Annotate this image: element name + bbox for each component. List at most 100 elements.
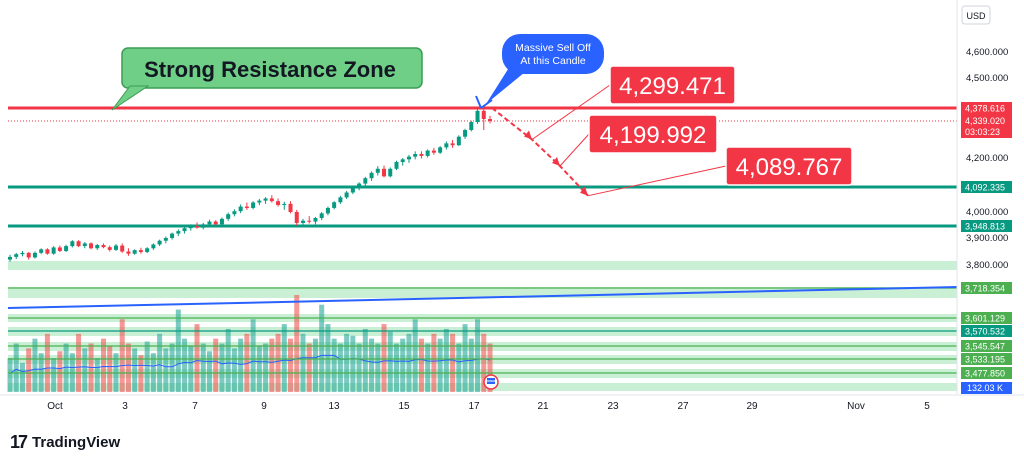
volume-bar (306, 343, 312, 392)
price-tag-3 (961, 282, 1012, 294)
volume-bar (101, 338, 107, 392)
target-label-1: 4,199.992 (600, 122, 707, 149)
event-flag-icon (483, 374, 499, 390)
candle-body (488, 119, 492, 122)
x-tick-label: 27 (677, 401, 689, 412)
volume-bar (281, 324, 287, 392)
candle-body (357, 183, 362, 188)
candle-body (95, 245, 100, 249)
target-leader-2 (587, 165, 727, 197)
price-tag-text-6: 3,545.547 (965, 342, 1005, 352)
candle-body (419, 154, 424, 156)
zone-band-1 (8, 287, 957, 298)
candle-body (300, 220, 305, 223)
target-box-0 (609, 65, 736, 105)
volume-bar (125, 343, 131, 392)
y-tick-label: 3,800.000 (966, 260, 1008, 271)
volume-bar (431, 333, 437, 392)
candle-body (32, 252, 37, 258)
volume-bar (244, 333, 250, 392)
price-tag-text-1: 4,092.335 (965, 183, 1005, 193)
volume-bar (319, 304, 325, 392)
price-tag-text-0: 4,378.616 (965, 104, 1005, 114)
candle-body (450, 143, 455, 146)
y-tick-label: 4,500.000 (966, 73, 1008, 84)
candle-body (307, 220, 312, 222)
volume-bar (344, 333, 350, 392)
price-tag-text-4: 3,601.129 (965, 314, 1005, 324)
currency-label: USD (966, 11, 986, 21)
candle-body (26, 252, 31, 258)
volume-bar (163, 348, 169, 392)
candle-body (45, 249, 50, 254)
current-price-tag-text: 4,339.020 (965, 116, 1005, 126)
candle-body (232, 211, 237, 215)
volume-bar (188, 345, 194, 392)
price-tag-4 (961, 312, 1012, 324)
candle-body (107, 247, 112, 250)
volume-tag-text: 132.03 K (967, 383, 1003, 393)
candle-body (113, 245, 118, 250)
volume-bar (200, 343, 206, 392)
candle-body (313, 218, 318, 222)
volume-bar (300, 333, 306, 392)
volume-ma-line (9, 354, 491, 374)
candle-body (444, 143, 449, 148)
volume-bar (107, 345, 113, 392)
volume-bar (225, 328, 231, 392)
candle-body (188, 226, 193, 229)
volume-bar (381, 324, 387, 392)
candle-body (375, 168, 380, 173)
y-tick-label: 3,900.000 (966, 233, 1008, 244)
candle-body (325, 207, 330, 214)
candle-body (344, 192, 349, 198)
candle-body (14, 254, 19, 257)
volume-bar (393, 343, 399, 392)
resistance-callout: Strong Resistance Zone (111, 47, 423, 111)
candle-body (463, 130, 468, 137)
candle-body (319, 213, 324, 219)
candle-body (431, 150, 436, 153)
zone-band-0 (8, 261, 957, 270)
x-tick-label: 9 (261, 401, 267, 412)
resistance-callout-text: Strong Resistance Zone (144, 57, 396, 82)
y-tick-label: 4,600.000 (966, 47, 1008, 58)
candle-body (257, 200, 262, 203)
candle-body (413, 154, 418, 157)
candle-body (20, 252, 25, 255)
price-tag-0 (961, 102, 1012, 114)
volume-bar (288, 338, 294, 392)
volume-tag (961, 382, 1012, 394)
sell-off-arrow-icon (475, 95, 493, 109)
sell-off-callout-line1: Massive Sell Off (515, 42, 591, 54)
volume-bar (76, 333, 82, 392)
x-tick-label: 17 (468, 401, 480, 412)
current-price-tag (961, 114, 1012, 138)
candle-body (469, 122, 474, 131)
volume-bar (468, 338, 474, 392)
volume-bar (82, 348, 88, 392)
target-box-2 (725, 146, 853, 186)
volume-bar (157, 333, 163, 392)
candle-body (39, 249, 44, 253)
volume-bar (13, 343, 19, 392)
volume-bar (418, 338, 424, 392)
candle-body (182, 228, 187, 232)
currency-button (961, 5, 991, 25)
target-box-1 (588, 114, 718, 154)
x-tick-label: 5 (924, 401, 930, 412)
candle-body (438, 147, 443, 153)
candle-body (363, 178, 368, 184)
candle-body (64, 246, 69, 251)
volume-bar (294, 295, 300, 392)
candle-body (338, 197, 343, 203)
volume-bar (57, 351, 63, 392)
volume-bars (7, 295, 493, 392)
volume-bar (425, 343, 431, 392)
candle-body (219, 218, 224, 225)
candle-body (101, 245, 106, 248)
candles (8, 107, 492, 262)
current-price-countdown: 03:03:23 (965, 127, 1000, 137)
tradingview-logo: 17 TradingView (10, 432, 120, 453)
